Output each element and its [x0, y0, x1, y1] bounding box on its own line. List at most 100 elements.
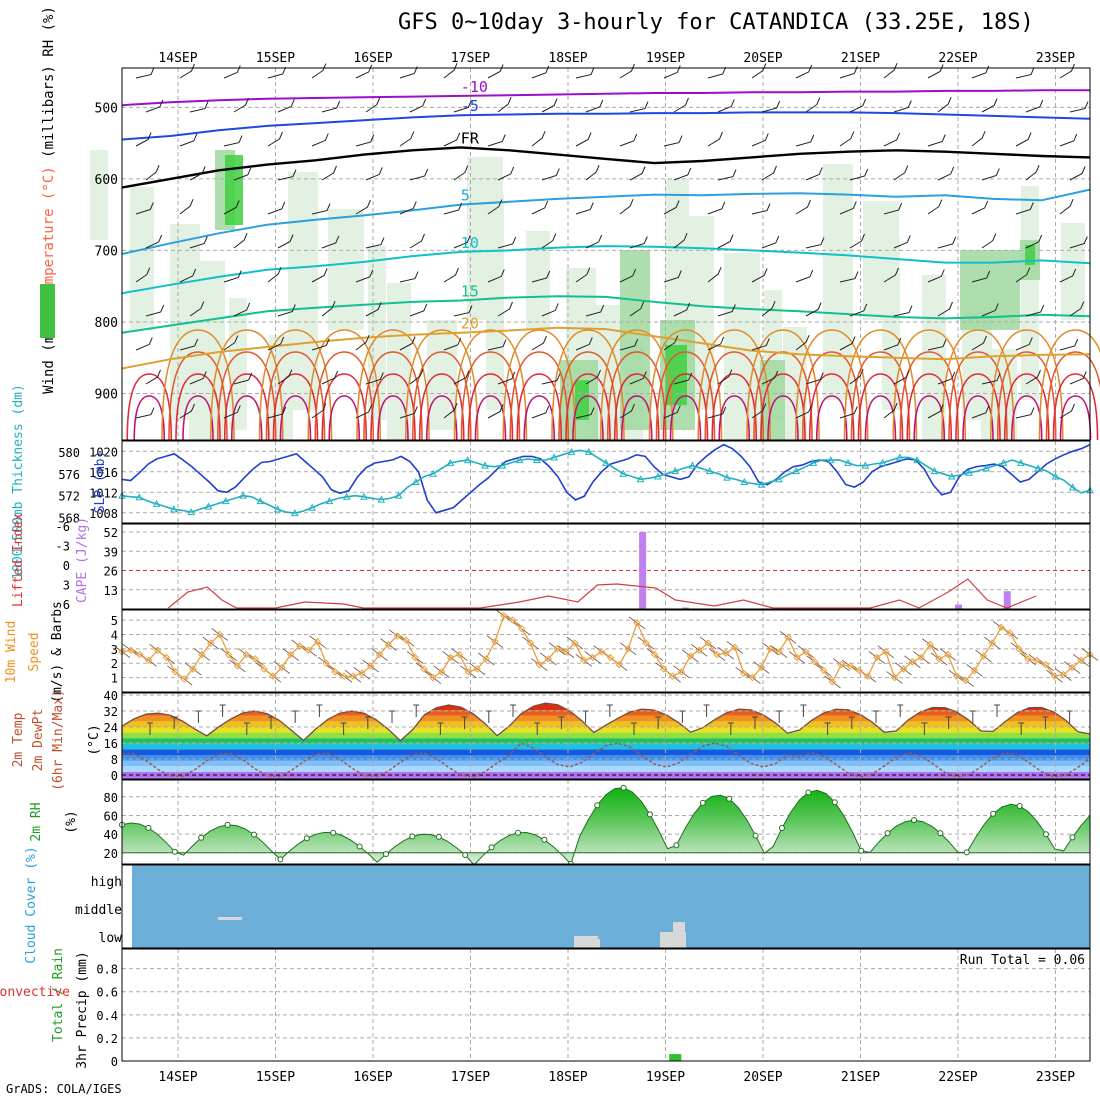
wind-barb [321, 100, 341, 113]
wind-barb [937, 97, 952, 113]
temp-minmax-bar [800, 704, 807, 717]
wind-barb [189, 301, 205, 317]
isotherm-lobe [307, 329, 382, 441]
wind-barb [849, 168, 869, 181]
wind-barb [541, 98, 558, 113]
date-label-bottom: 14SEP [158, 1070, 197, 1085]
thickness-ylabel-text: 1000-500mb Thickness (dm) [11, 384, 26, 580]
upper-air-ylabel-text: Wind (m/s) Temperature (°C) (millibars) … [41, 6, 57, 394]
wind-barb [1059, 403, 1075, 419]
precip-ylabel-3-part-0: 3hr Precip (mm) [75, 951, 90, 1068]
thickness-marker [826, 456, 835, 464]
thickness-marker [377, 495, 386, 503]
isotherm-lobe [370, 373, 416, 441]
wind-barb [135, 267, 151, 283]
isotherm-lobe [418, 373, 465, 441]
wind-barb [1059, 338, 1079, 351]
temp-ylabel-2-text: 2m DewPt [31, 709, 46, 772]
wind-barb [663, 135, 683, 147]
temp-minmax-bar [897, 704, 904, 717]
thickness-marker [308, 503, 316, 511]
upper-air-ylabel-part-2: (millibars) [41, 57, 57, 158]
wind-speed-marker [846, 662, 854, 670]
temp-vgrid [177, 693, 1056, 779]
wind-speed-marker [997, 623, 1005, 631]
wind-barb [233, 302, 251, 317]
thickness-marker [584, 447, 593, 455]
wind-speed-marker [1068, 663, 1076, 672]
isotherm-label: -10 [461, 78, 488, 96]
rh-30-area [1021, 186, 1039, 400]
rh-marker [805, 789, 812, 796]
wind-speed-marker [748, 673, 757, 682]
isotherm-lobe [126, 373, 173, 441]
temp-band [122, 760, 1090, 767]
wind-barb [497, 371, 516, 385]
wind-speed-marker [127, 646, 135, 654]
rh-area [121, 787, 1091, 866]
wind-barb [179, 403, 195, 419]
wind-speed-marker [420, 665, 428, 673]
wind-barb [1015, 267, 1031, 283]
cape-tick-label: 39 [104, 545, 118, 559]
wind-speed-marker [810, 658, 819, 666]
date-label-top: 15SEP [256, 51, 295, 66]
wind-barb [707, 201, 726, 215]
wind-barb [267, 66, 287, 79]
wind-speed-marker [606, 653, 615, 662]
wind-barb [497, 236, 517, 249]
upper-air-vgrid [177, 68, 1056, 440]
rh-ylabel-1-part-0: 2m RH [29, 802, 44, 841]
wind-barb [795, 269, 814, 283]
wind-barb [531, 335, 547, 351]
temp-minmax-bar [921, 722, 928, 735]
thickness-tick-label: 580 [58, 446, 80, 460]
isotherm-10 [121, 245, 1091, 295]
wind-speed-marker [535, 660, 544, 669]
wind-barb [321, 370, 339, 385]
temp-minmax-bar [655, 716, 662, 729]
wind-barb [145, 304, 165, 317]
isotherm-lobe [746, 329, 820, 441]
wind-barb [223, 135, 243, 147]
isotherm-lobe [453, 329, 528, 441]
rh-marker [330, 829, 337, 836]
thickness-marker [170, 505, 178, 513]
rh-marker [937, 830, 944, 837]
wind-barb [839, 131, 855, 147]
wind-ylabel-2-text: Speed [27, 632, 42, 671]
cape-frame [121, 523, 1091, 610]
wind-speed-marker [970, 666, 979, 675]
isotherm-lobe [996, 351, 1057, 441]
lifted-tick-label: 3 [63, 579, 70, 593]
rh-marker [224, 821, 231, 828]
thickness-marker [757, 480, 766, 488]
wind-barb [585, 99, 604, 113]
wind-speed-marker [775, 648, 783, 656]
wind-barb [365, 97, 381, 113]
pressure-tick-label: 500 [95, 101, 118, 116]
wind-barb [487, 134, 506, 147]
wind-barb [893, 100, 912, 113]
temp-band [122, 777, 1090, 779]
thickness-marker [515, 456, 524, 464]
upper-air-ylabel-part-1: Temperature (°C) [41, 158, 57, 301]
temp-minmax-bar [171, 716, 178, 729]
wind-barb [575, 67, 595, 79]
wind-barb [487, 404, 504, 419]
rh-marker [198, 834, 205, 841]
temp-minmax-bar [292, 710, 299, 723]
isotherm-lobe [356, 329, 430, 441]
wind-barb [937, 371, 956, 385]
temp-ylabel-3-text: (6hr Min/Max) [51, 689, 66, 791]
isotherm-lobe [801, 351, 862, 441]
wind-barb [355, 269, 374, 283]
thickness-marker [394, 491, 403, 499]
thickness-marker [325, 497, 334, 505]
isotherm-lobe [1045, 351, 1100, 441]
wind-speed-marker [411, 653, 419, 662]
wind-speed-marker [544, 655, 552, 663]
thickness-marker [152, 499, 161, 507]
wind-speed-marker [1041, 660, 1050, 669]
wind-barb [189, 371, 207, 385]
